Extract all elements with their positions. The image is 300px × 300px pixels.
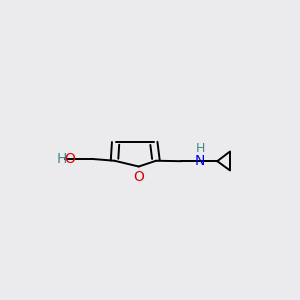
Text: H: H	[57, 152, 67, 166]
Text: N: N	[195, 154, 205, 168]
Text: H: H	[195, 142, 205, 154]
Text: O: O	[133, 170, 144, 184]
Text: O: O	[64, 152, 75, 166]
